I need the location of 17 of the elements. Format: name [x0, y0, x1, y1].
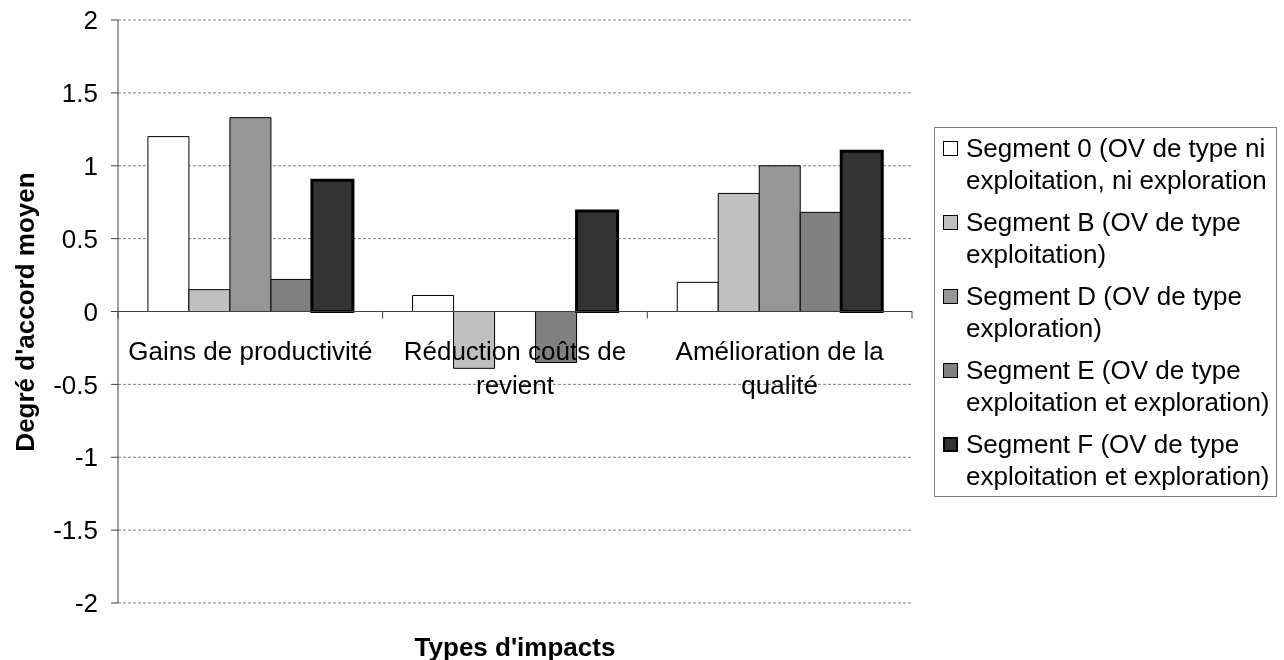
legend-label: Segment E (OV de type exploitation et exploration) [966, 354, 1271, 418]
y-tick-label: -1 [74, 442, 98, 473]
y-tick-label: -1.5 [53, 515, 98, 546]
x-tick-label: Gains de productivité [128, 335, 373, 366]
y-tick-label: 0.5 [61, 223, 98, 254]
legend-label: Segment F (OV de type exploitation et exploration) [966, 428, 1271, 492]
y-tick-label: 0 [83, 296, 98, 327]
y-tick-label: 1.5 [61, 78, 98, 109]
legend-label: Segment 0 (OV de type ni exploitation, ni exploration [966, 132, 1268, 196]
legend-label: Segment B (OV de type exploitation) [966, 206, 1242, 270]
y-tick-label: 2 [83, 5, 98, 36]
y-tick-label: 1 [83, 150, 98, 181]
y-tick-label: -0.5 [53, 369, 98, 400]
y-tick-label: -2 [74, 588, 98, 619]
legend-label: Segment D (OV de type exploration) [966, 280, 1244, 344]
y-axis-title: Degré d'accord moyen [9, 171, 40, 452]
x-tick-label: Amélioration de la qualité [675, 335, 885, 400]
